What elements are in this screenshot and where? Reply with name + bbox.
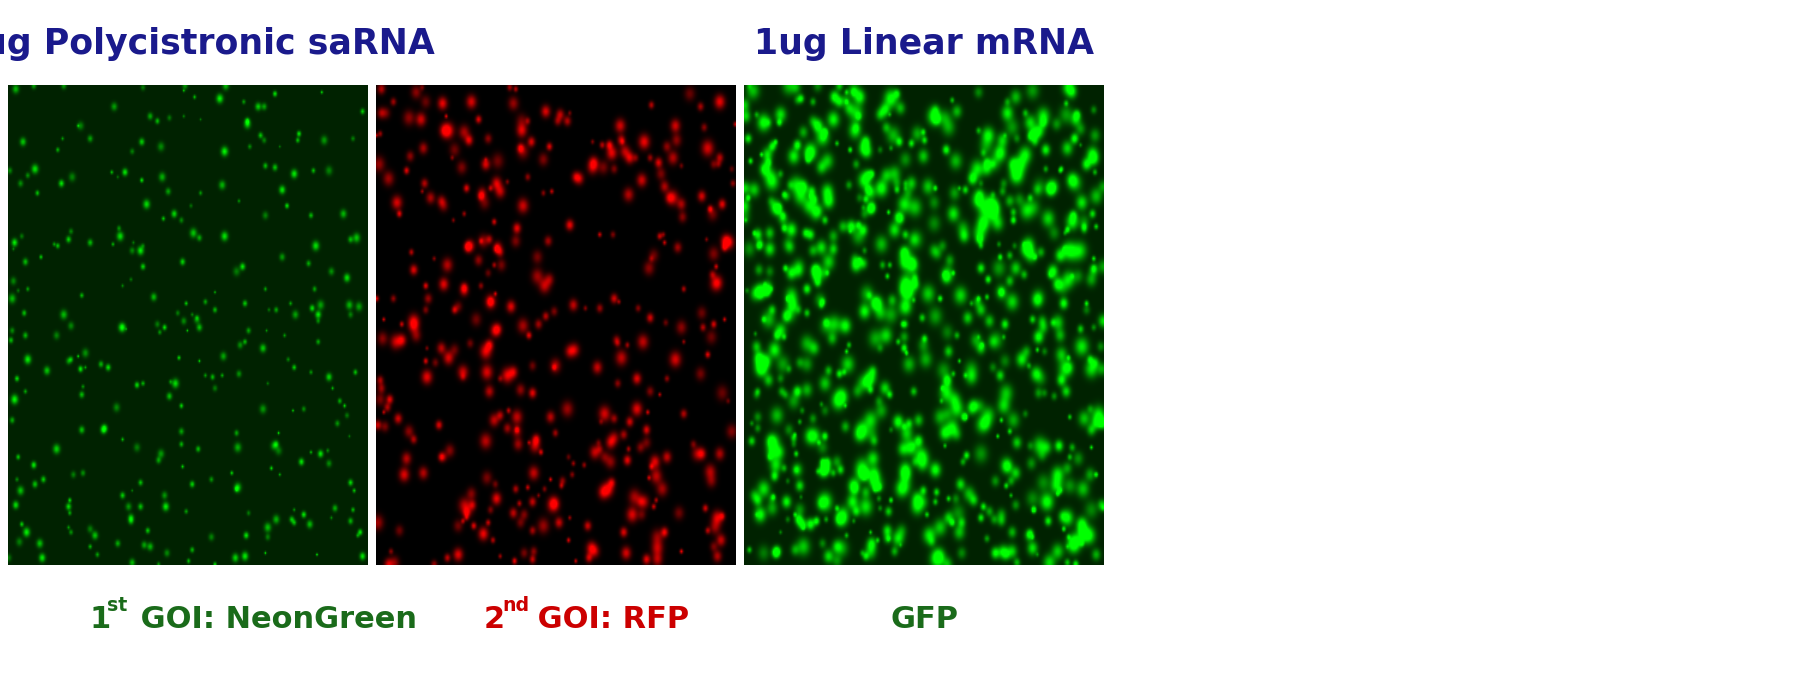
Text: GFP: GFP <box>889 605 958 634</box>
Text: nd: nd <box>502 596 529 615</box>
Text: st: st <box>106 596 128 615</box>
Text: 1: 1 <box>88 605 110 634</box>
Text: 2: 2 <box>484 605 506 634</box>
Text: GOI: NeonGreen: GOI: NeonGreen <box>130 605 418 634</box>
Text: 1ug Linear mRNA: 1ug Linear mRNA <box>754 27 1094 61</box>
Text: 1ug Polycistronic saRNA: 1ug Polycistronic saRNA <box>0 27 434 61</box>
Text: GOI: RFP: GOI: RFP <box>527 605 689 634</box>
